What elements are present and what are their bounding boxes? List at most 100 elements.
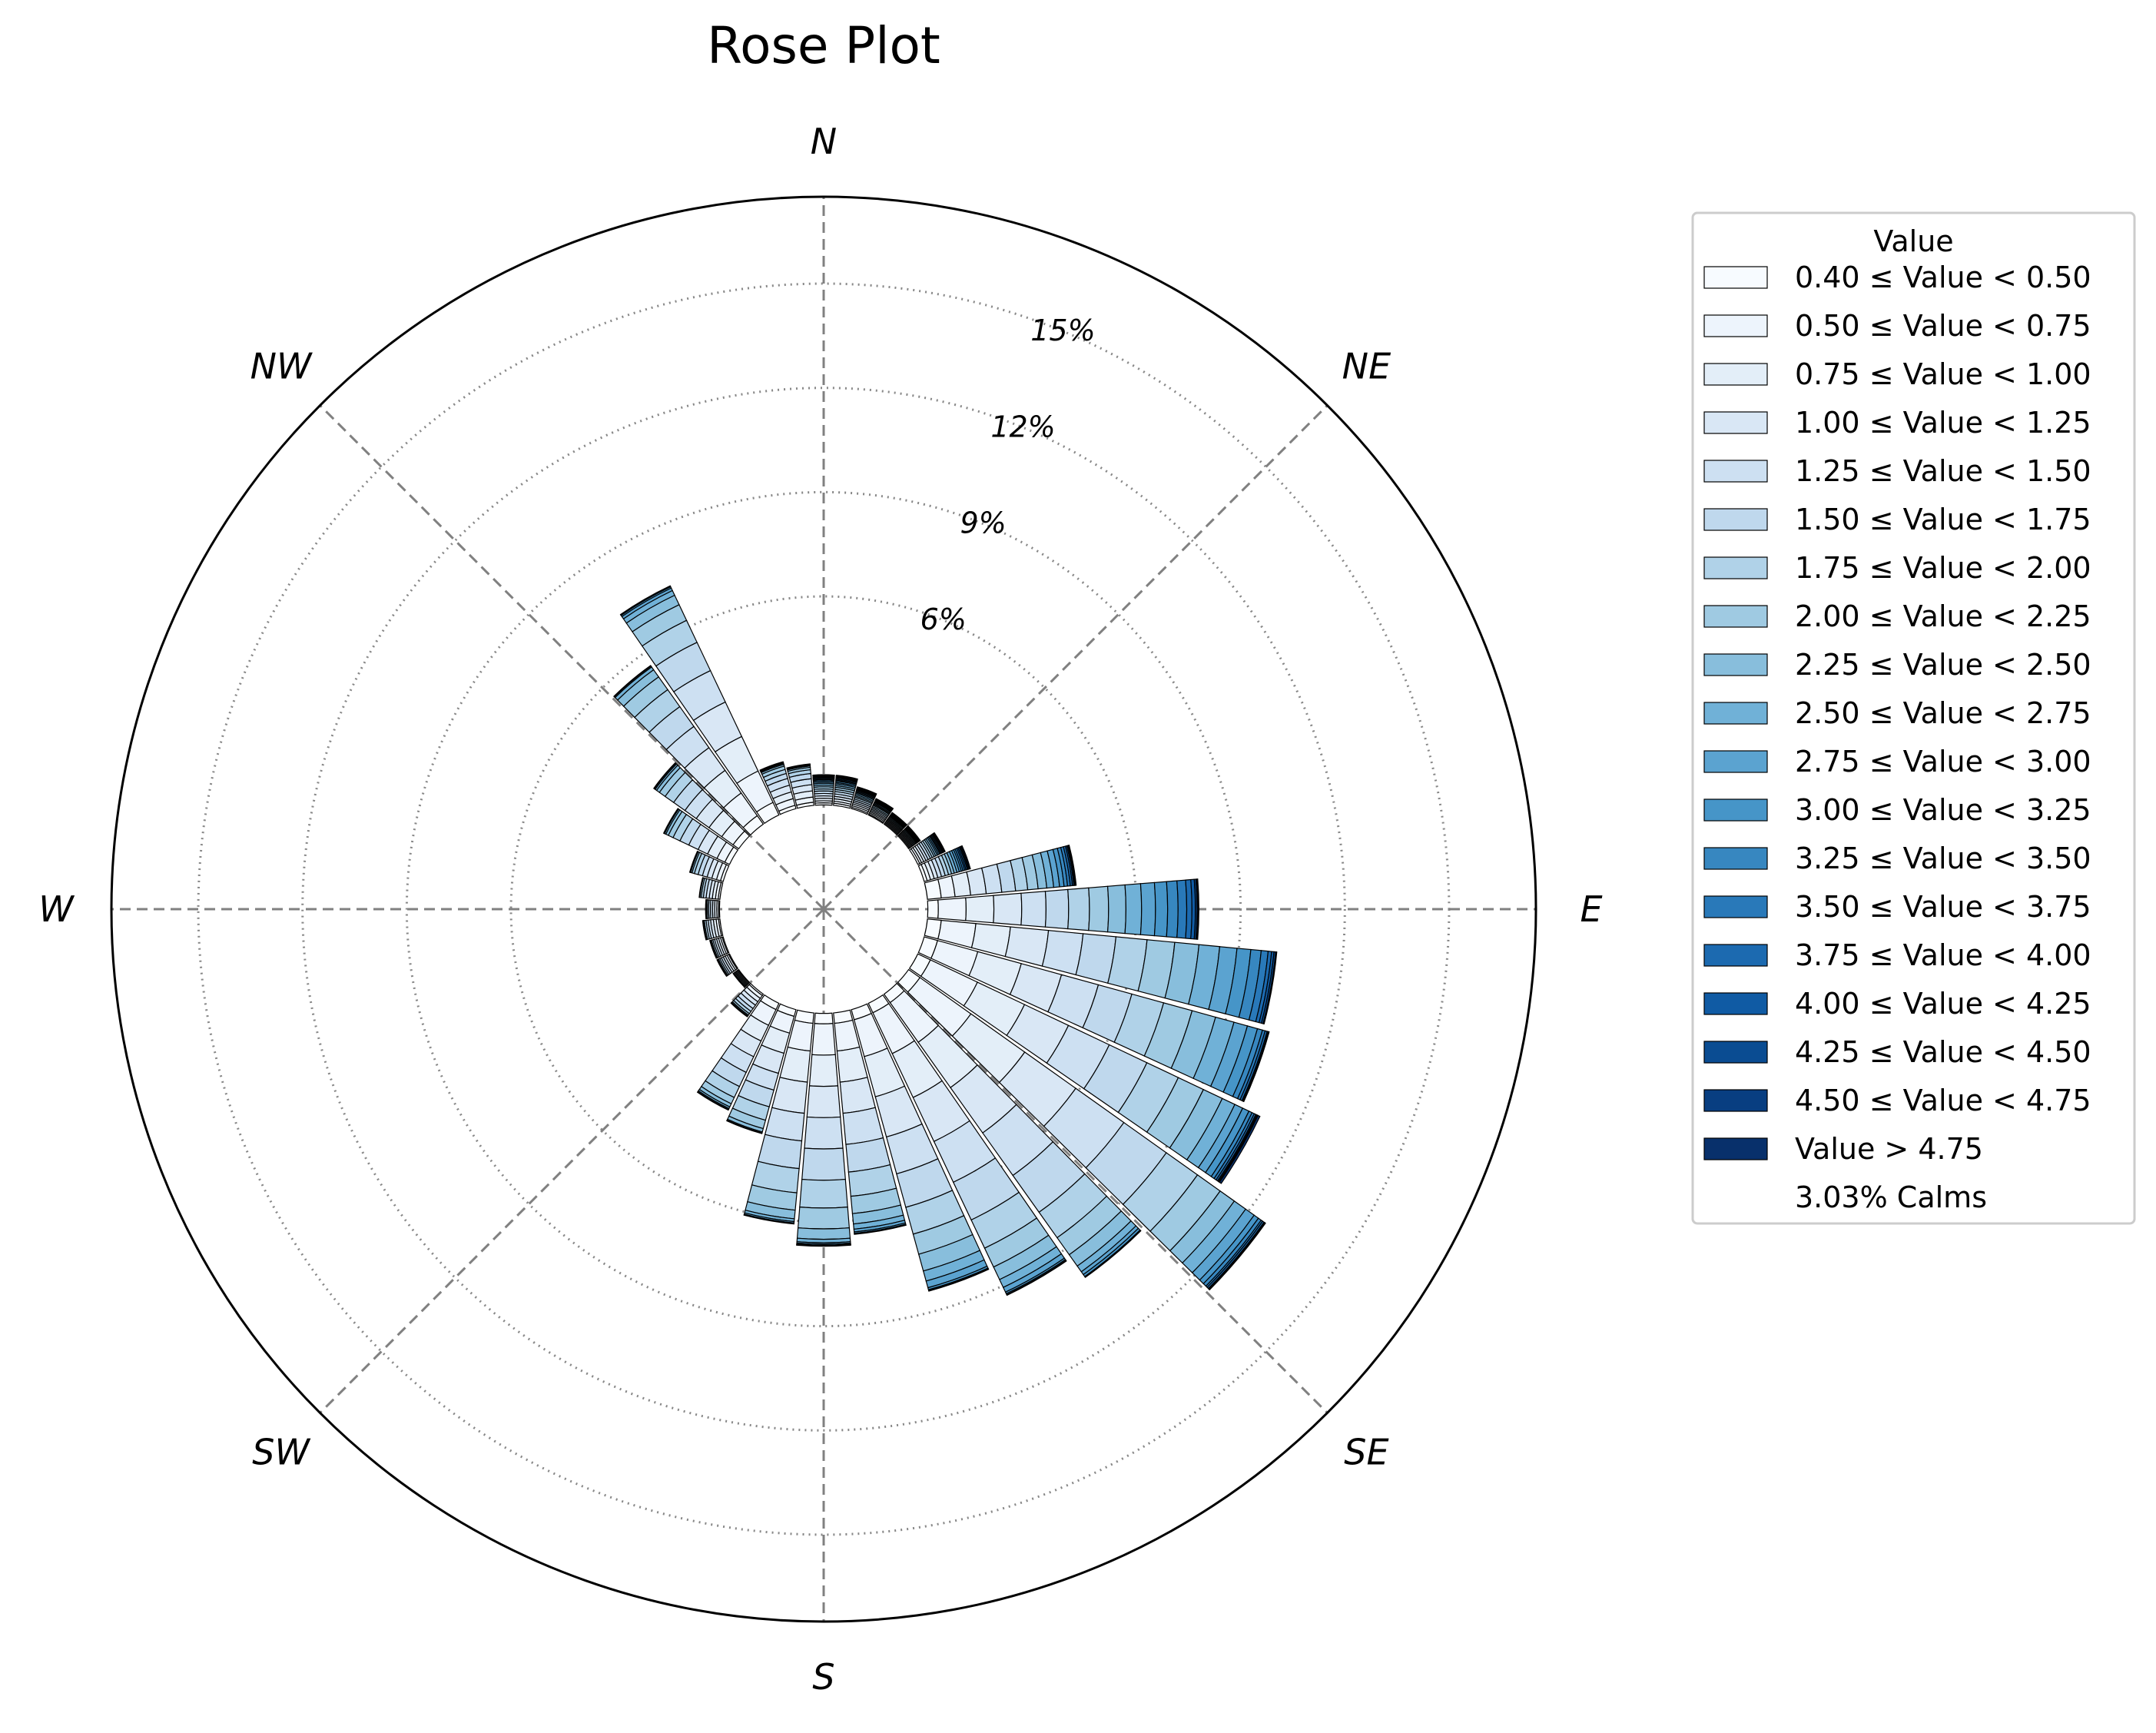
sector-110deg [917, 936, 1270, 1103]
bar-segment-110deg-bin-17 [1242, 1031, 1270, 1103]
bar-segment-320deg-bin-11 [613, 665, 652, 698]
sector-70deg [917, 845, 971, 882]
bar-segment-130deg-bin-18 [1209, 1222, 1266, 1291]
sector-60deg [908, 832, 946, 865]
bar-segment-120deg-bin-18 [1219, 1114, 1261, 1184]
legend-entry-7: 2.00 ≤ Value < 2.25 [1795, 599, 2091, 633]
bar-segment-190deg-bin-12 [743, 1214, 794, 1225]
sector-340deg [759, 761, 797, 815]
bar-segment-90deg-bin-12 [1166, 880, 1179, 938]
bar-segment-270deg-bin-8 [705, 899, 708, 919]
spoke-ne [822, 404, 1328, 911]
bar-segment-100deg-bin-4 [1041, 930, 1084, 976]
bar-segment-10deg-bin-18 [835, 775, 858, 781]
ring-gridline-2 [405, 490, 1242, 1328]
direction-label-w: W [38, 888, 75, 930]
bar-segment-180deg-bin-8 [796, 1227, 851, 1240]
bar-segment-170deg-bin-3 [839, 1077, 876, 1114]
legend-swatch-18 [1703, 1137, 1768, 1160]
bar-segment-180deg-bin-2 [808, 1054, 839, 1087]
bar-segment-220deg-bin-10 [730, 1002, 748, 1018]
sector-240deg [716, 953, 739, 978]
bar-segment-90deg-bin-11 [1153, 881, 1169, 938]
bar-segment-90deg-bin-3 [993, 892, 1023, 926]
bar-segment-90deg-bin-5 [1044, 888, 1070, 930]
bar-segment-40deg-bin-18 [891, 812, 908, 826]
bar-segment-140deg-bin-13 [1084, 1230, 1142, 1279]
sector-150deg [867, 994, 1067, 1296]
sector-270deg [705, 899, 721, 919]
legend-calms: 3.03% Calms [1795, 1180, 1987, 1214]
sector-100deg [924, 918, 1278, 1025]
bar-segment-180deg-bin-0 [814, 1012, 834, 1024]
ring-gridline-3 [301, 387, 1346, 1432]
legend-entry-4: 1.25 ≤ Value < 1.50 [1795, 454, 2091, 488]
spoke-sw [319, 908, 825, 1414]
spoke-se [822, 908, 1328, 1414]
bar-segment-90deg-bin-1 [937, 897, 967, 921]
bar-segment-310deg-bin-11 [653, 762, 677, 790]
sector-290deg [688, 850, 730, 882]
sector-300deg [662, 808, 739, 865]
polar-grid [111, 197, 1536, 1622]
bar-segment-100deg-bin-3 [1004, 926, 1050, 967]
sector-50deg [897, 825, 921, 850]
bar-segment-70deg-bin-18 [960, 845, 971, 870]
direction-label-sw: SW [252, 1431, 310, 1472]
bar-segment-90deg-bin-9 [1124, 883, 1143, 935]
polar-axis: N NE E SE S SW W NW 6% 9% 12% 15% [38, 121, 1602, 1698]
bar-segment-350deg-bin-13 [786, 763, 811, 769]
legend-swatch-7 [1703, 605, 1768, 628]
bar-segment-230deg-bin-7 [732, 972, 746, 988]
legend-swatch-12 [1703, 847, 1768, 870]
legend-swatch-14 [1703, 944, 1768, 967]
legend-entry-18: Value > 4.75 [1795, 1132, 1983, 1166]
legend-entry-0: 0.40 ≤ Value < 0.50 [1795, 261, 2091, 294]
legend-swatch-8 [1703, 653, 1768, 676]
bar-segment-20deg-bin-18 [856, 786, 877, 795]
legend-swatch-6 [1703, 556, 1768, 579]
sector-40deg [883, 812, 908, 836]
bar-segment-260deg-bin-8 [702, 920, 708, 941]
direction-label-se: SE [1344, 1431, 1388, 1472]
legend-entry-9: 2.50 ≤ Value < 2.75 [1795, 696, 2091, 730]
bar-segment-90deg-bin-6 [1067, 887, 1090, 931]
bar-segment-190deg-bin-3 [771, 1077, 808, 1114]
outer-ring [110, 195, 1537, 1623]
ring-label-12: 12% [990, 410, 1055, 443]
sector-160deg [851, 1003, 990, 1292]
legend-swatch-4 [1703, 460, 1768, 483]
sector-230deg [732, 968, 751, 988]
legend-swatch-1 [1703, 314, 1768, 337]
sector-260deg [702, 918, 724, 941]
direction-label-ne: NE [1342, 346, 1391, 387]
sector-20deg [851, 786, 877, 815]
bar-segment-60deg-bin-18 [933, 832, 946, 853]
bar-segment-80deg-bin-18 [1067, 845, 1077, 886]
sector-130deg [897, 968, 1266, 1291]
legend-entry-13: 3.50 ≤ Value < 3.75 [1795, 890, 2091, 924]
legend-entry-12: 3.25 ≤ Value < 3.50 [1795, 842, 2091, 875]
legend-entry-1: 0.50 ≤ Value < 0.75 [1795, 309, 2091, 343]
bar-segment-200deg-bin-11 [726, 1120, 763, 1134]
bar-segment-300deg-bin-11 [662, 808, 679, 835]
bar-segment-90deg-bin-2 [965, 895, 995, 924]
sector-30deg [867, 798, 894, 825]
sector-280deg [698, 877, 724, 900]
bar-segment-210deg-bin-11 [696, 1091, 730, 1111]
legend-entry-3: 1.00 ≤ Value < 1.25 [1795, 406, 2091, 440]
legend-swatch-5 [1703, 508, 1768, 531]
bar-segment-250deg-bin-8 [709, 939, 718, 959]
bar-segment-90deg-bin-8 [1106, 884, 1127, 935]
bar-segment-30deg-bin-18 [875, 798, 894, 810]
sector-330deg [619, 585, 780, 825]
legend-swatch-10 [1703, 750, 1768, 773]
sector-350deg [786, 763, 814, 809]
sector-310deg [653, 762, 751, 850]
bar-segment-90deg-bin-13 [1176, 879, 1188, 939]
bar-segment-240deg-bin-8 [716, 958, 728, 978]
legend-swatch-9 [1703, 702, 1768, 725]
sector-140deg [883, 982, 1142, 1279]
sector-10deg [833, 775, 858, 809]
